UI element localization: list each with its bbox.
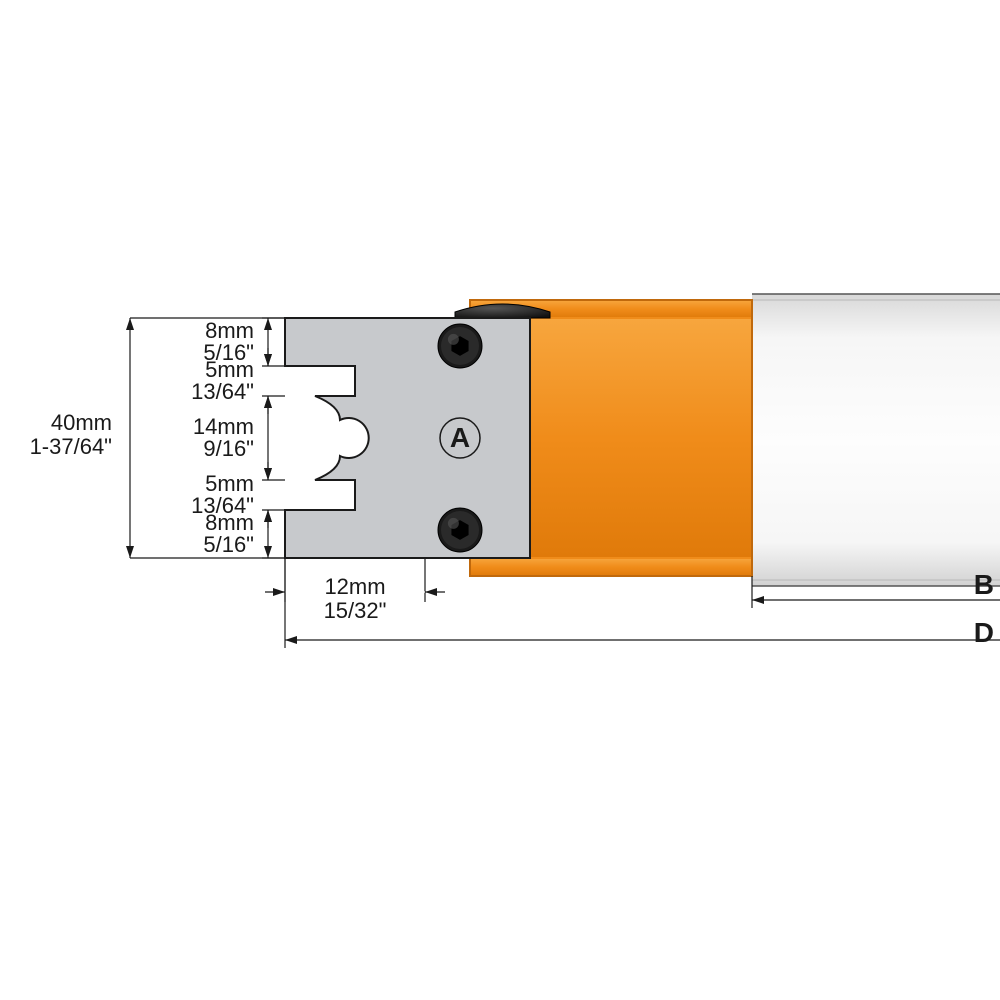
technical-drawing: A40mm1-37/64"8mm5/16"5mm13/64"14mm9/16"5… <box>0 0 1000 1000</box>
dim-5top-in: 13/64" <box>191 379 254 404</box>
dim-40in: 1-37/64" <box>30 434 112 459</box>
dim-14-in: 9/16" <box>203 436 254 461</box>
dim-label-d: D <box>974 617 994 648</box>
dim-12mm: 12mm <box>324 574 385 599</box>
dim-40mm: 40mm <box>51 410 112 435</box>
dim-8bot-in: 5/16" <box>203 532 254 557</box>
dim-label-b: B <box>974 569 994 600</box>
dim-12in: 15/32" <box>324 598 387 623</box>
cutter-tab-bottom <box>470 558 752 576</box>
hub-body <box>752 294 1000 586</box>
knife-plate <box>285 318 530 558</box>
profile-marker-label: A <box>450 422 470 453</box>
cutter-body-orange <box>530 318 752 558</box>
